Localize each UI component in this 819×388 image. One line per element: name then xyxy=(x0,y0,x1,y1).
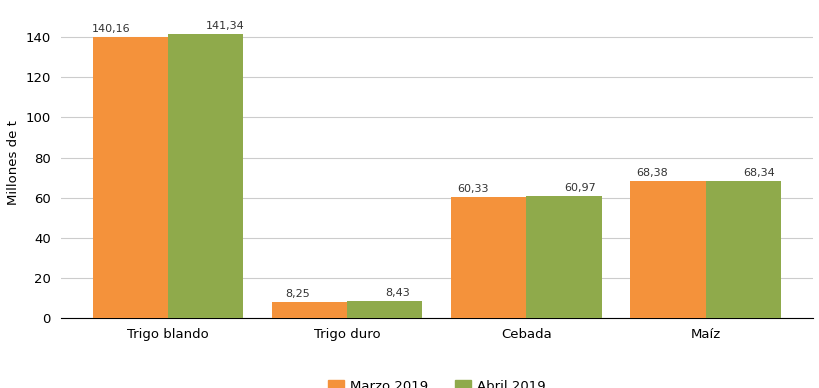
Text: 141,34: 141,34 xyxy=(206,21,244,31)
Text: 8,25: 8,25 xyxy=(284,289,310,299)
Text: 68,34: 68,34 xyxy=(742,168,774,178)
Bar xyxy=(630,181,704,318)
Y-axis label: Millones de t: Millones de t xyxy=(7,120,20,205)
Text: 60,97: 60,97 xyxy=(563,183,595,193)
Text: 60,33: 60,33 xyxy=(457,184,488,194)
Bar xyxy=(346,301,422,318)
Text: 68,38: 68,38 xyxy=(636,168,667,178)
Bar xyxy=(526,196,601,318)
Legend: Marzo 2019, Abril 2019: Marzo 2019, Abril 2019 xyxy=(322,374,550,388)
Bar xyxy=(704,181,780,318)
Bar xyxy=(272,301,346,318)
Bar xyxy=(93,37,168,318)
Text: 140,16: 140,16 xyxy=(92,24,130,34)
Bar xyxy=(450,197,526,318)
Text: 8,43: 8,43 xyxy=(384,288,410,298)
Bar xyxy=(168,35,243,318)
